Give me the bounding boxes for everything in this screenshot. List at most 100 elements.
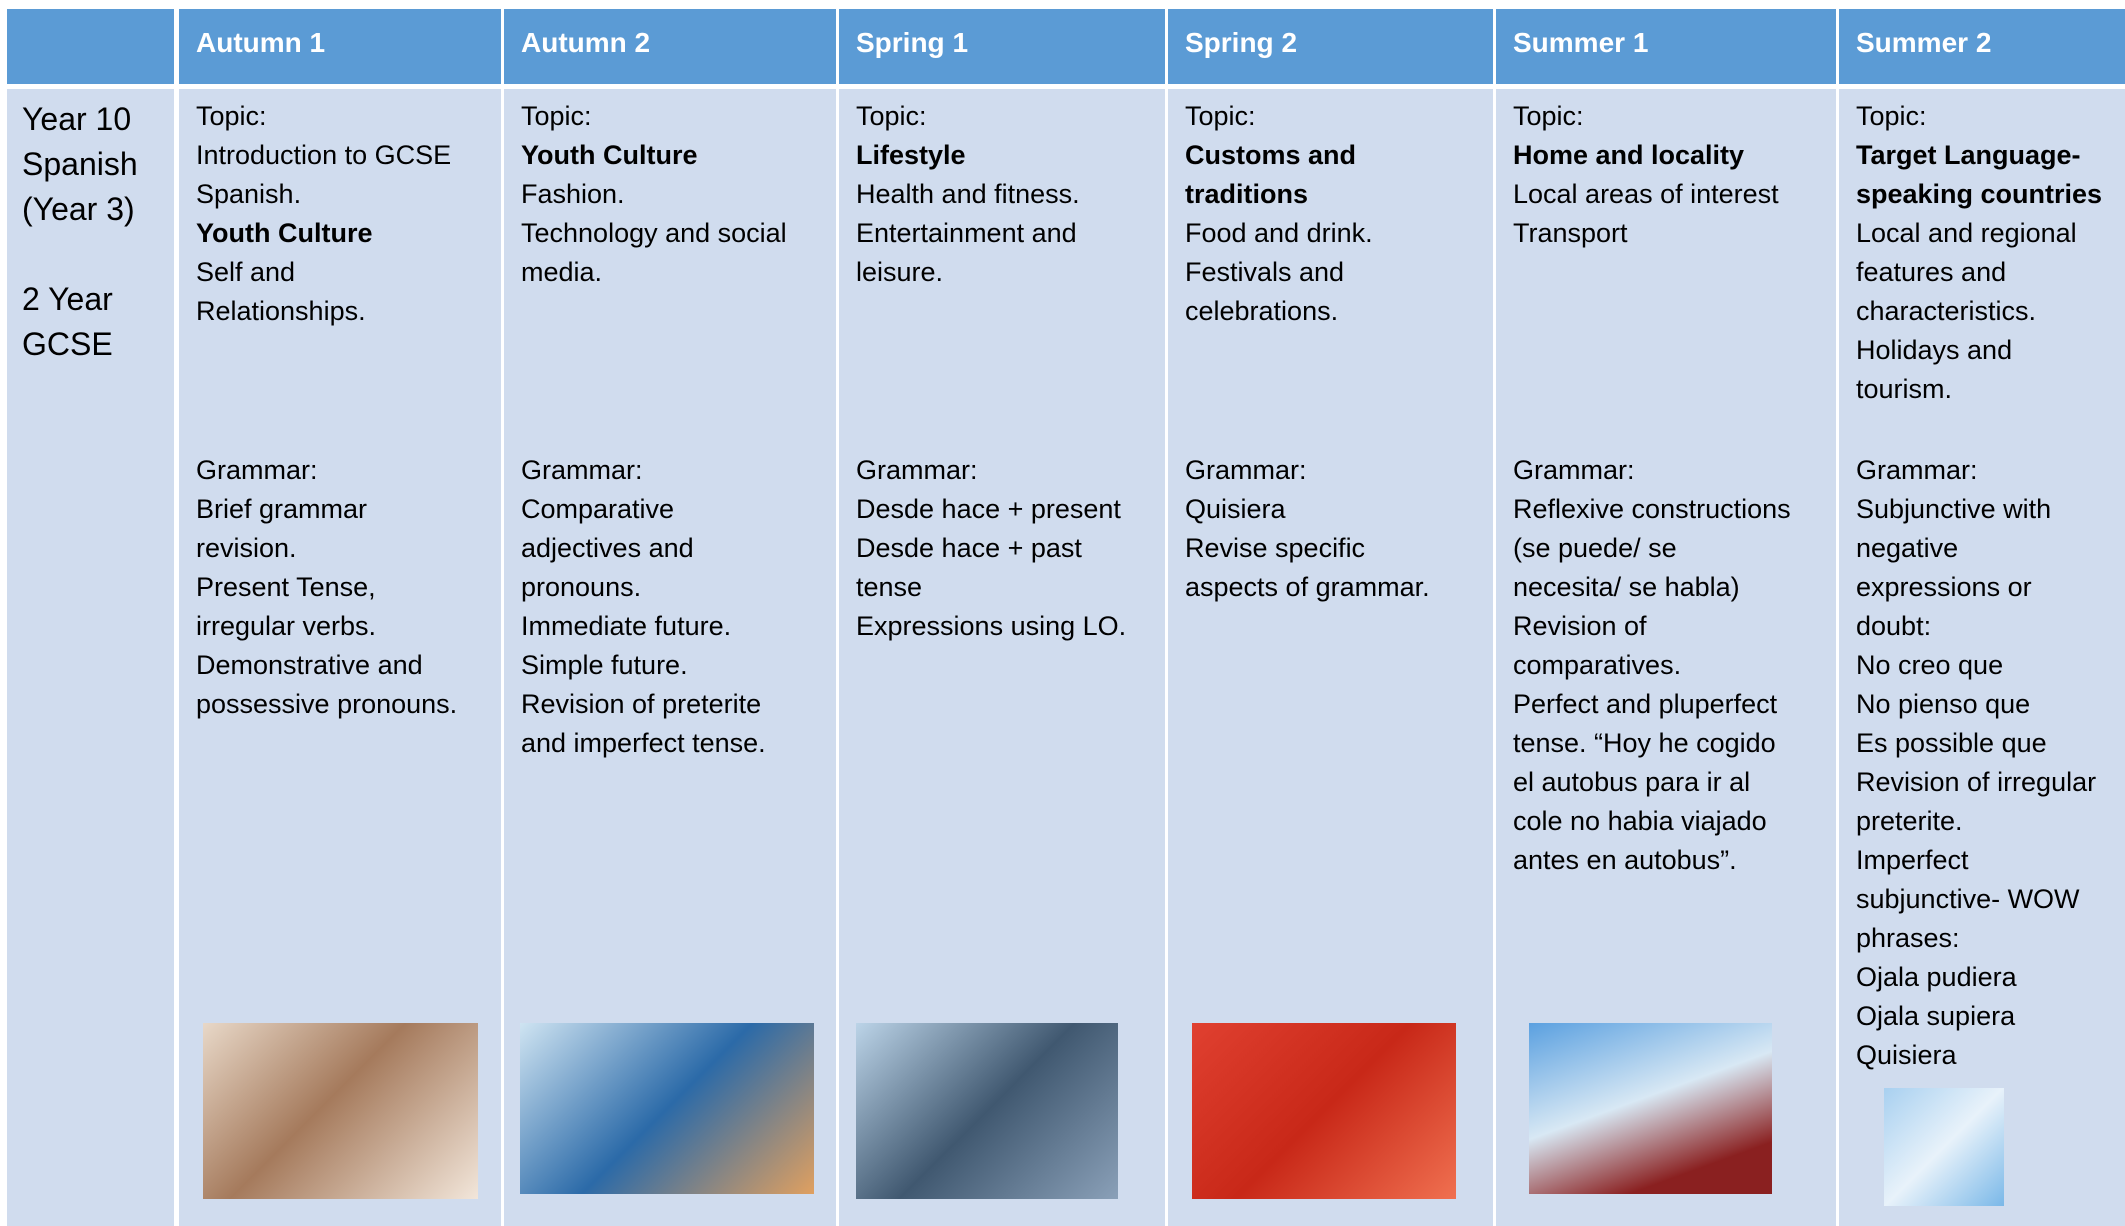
topic-line: Local areas of interest xyxy=(1513,179,1779,209)
topic-line: Holidays and xyxy=(1856,335,2013,365)
topic-line: Festivals and xyxy=(1185,257,1345,287)
row-label: GCSE xyxy=(22,326,113,362)
grammar-line: Reflexive constructions xyxy=(1513,494,1791,524)
grammar-line: Comparative xyxy=(521,494,675,524)
topic-line: Entertainment and xyxy=(856,218,1077,248)
grammar-line: subjunctive- WOW xyxy=(1856,884,2080,914)
grammar-line: Grammar: xyxy=(1513,455,1635,485)
row-label: 2 Year xyxy=(22,281,113,317)
column-header: Summer 1 xyxy=(1496,9,1836,84)
photo-gym xyxy=(856,1023,1118,1199)
grammar-line: possessive pronouns. xyxy=(196,689,458,719)
column-header: Autumn 2 xyxy=(504,9,836,84)
topic-line: tourism. xyxy=(1856,374,1953,404)
topic-line: features and xyxy=(1856,257,2007,287)
topic-line: media. xyxy=(521,257,603,287)
grammar-line: Expressions using LO. xyxy=(856,611,1127,641)
topic-line: Self and xyxy=(196,257,296,287)
column-cell xyxy=(1839,89,2125,1226)
topic-line: Transport xyxy=(1513,218,1628,248)
topic-line: Topic: xyxy=(1185,101,1256,131)
topic-line: speaking countries xyxy=(1856,179,2103,209)
grammar-line: No creo que xyxy=(1856,650,2004,680)
grammar-line: Present Tense, xyxy=(196,572,376,602)
topic-line: Lifestyle xyxy=(856,140,966,170)
grammar-line: Immediate future. xyxy=(521,611,732,641)
topic-line: characteristics. xyxy=(1856,296,2037,326)
grammar-line: No pienso que xyxy=(1856,689,2031,719)
topic-line: Relationships. xyxy=(196,296,366,326)
grammar-line: Subjunctive with xyxy=(1856,494,2052,524)
grammar-line: Quisiera xyxy=(1185,494,1286,524)
row-label-cell xyxy=(7,89,174,1226)
grammar-line: and imperfect tense. xyxy=(521,728,766,758)
photo-festival xyxy=(1192,1023,1456,1199)
topic-line: leisure. xyxy=(856,257,944,287)
grammar-line: Grammar: xyxy=(1185,455,1307,485)
topic-line: Fashion. xyxy=(521,179,625,209)
grammar-line: irregular verbs. xyxy=(196,611,377,641)
grammar-line: necesita/ se habla) xyxy=(1513,572,1740,602)
grammar-line: Demonstrative and xyxy=(196,650,423,680)
grammar-line: Grammar: xyxy=(856,455,978,485)
topic-line: traditions xyxy=(1185,179,1309,209)
grammar-line: cole no habia viajado xyxy=(1513,806,1767,836)
grammar-line: adjectives and xyxy=(521,533,694,563)
grammar-line: expressions or xyxy=(1856,572,2032,602)
topic-line: Customs and xyxy=(1185,140,1357,170)
column-header: Autumn 1 xyxy=(179,9,501,84)
grammar-line: pronouns. xyxy=(521,572,642,602)
grammar-line: Perfect and pluperfect xyxy=(1513,689,1778,719)
topic-line: Youth Culture xyxy=(196,218,373,248)
grammar-line: Revision of irregular xyxy=(1856,767,2097,797)
grammar-line: Grammar: xyxy=(1856,455,1978,485)
photo-travel xyxy=(1884,1088,2004,1206)
topic-line: Topic: xyxy=(1513,101,1584,131)
topic-line: Home and locality xyxy=(1513,140,1745,170)
topic-line: Food and drink. xyxy=(1185,218,1373,248)
row-label: Spanish xyxy=(22,146,138,182)
topic-line: Technology and social xyxy=(521,218,787,248)
grammar-line: Ojala pudiera xyxy=(1856,962,2017,992)
row-label: Year 10 xyxy=(22,101,132,137)
column-header: Spring 2 xyxy=(1168,9,1493,84)
header-corner xyxy=(7,9,174,84)
grammar-line: Grammar: xyxy=(196,455,318,485)
topic-line: Topic: xyxy=(521,101,592,131)
row-label: (Year 3) xyxy=(22,191,135,227)
topic-line: Topic: xyxy=(196,101,267,131)
column-header: Spring 1 xyxy=(839,9,1165,84)
topic-line: Topic: xyxy=(1856,101,1927,131)
topic-line: Health and fitness. xyxy=(856,179,1080,209)
grammar-line: Revision of xyxy=(1513,611,1647,641)
grammar-line: phrases: xyxy=(1856,923,1960,953)
grammar-line: comparatives. xyxy=(1513,650,1682,680)
grammar-line: tense xyxy=(856,572,923,602)
grammar-line: Grammar: xyxy=(521,455,643,485)
grammar-line: Desde hace + past xyxy=(856,533,1082,563)
grammar-line: Es possible que xyxy=(1856,728,2047,758)
grammar-line: Revise specific xyxy=(1185,533,1366,563)
grammar-line: aspects of grammar. xyxy=(1185,572,1430,602)
grammar-line: Revision of preterite xyxy=(521,689,762,719)
grammar-line: revision. xyxy=(196,533,297,563)
grammar-line: doubt: xyxy=(1856,611,1932,641)
topic-line: Target Language- xyxy=(1856,140,2081,170)
column-header: Summer 2 xyxy=(1839,9,2125,84)
grammar-line: (se puede/ se xyxy=(1513,533,1677,563)
topic-line: Youth Culture xyxy=(521,140,698,170)
grammar-line: Desde hace + present xyxy=(856,494,1121,524)
grammar-line: tense. “Hoy he cogido xyxy=(1513,728,1776,758)
topic-line: Topic: xyxy=(856,101,927,131)
photo-transport xyxy=(1529,1023,1772,1194)
photo-devices xyxy=(520,1023,814,1194)
topic-line: Spanish. xyxy=(196,179,302,209)
grammar-line: el autobus para ir al xyxy=(1513,767,1751,797)
grammar-line: Brief grammar xyxy=(196,494,368,524)
grammar-line: Simple future. xyxy=(521,650,688,680)
topic-line: Introduction to GCSE xyxy=(196,140,452,170)
grammar-line: Ojala supiera xyxy=(1856,1001,2016,1031)
grammar-line: Quisiera xyxy=(1856,1040,1957,1070)
topic-line: celebrations. xyxy=(1185,296,1339,326)
